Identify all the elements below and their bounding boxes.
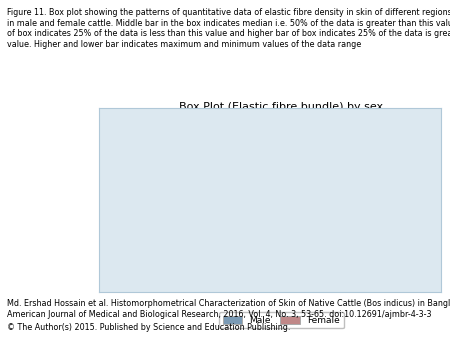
PathPatch shape bbox=[168, 182, 248, 239]
Text: Figure 11. Box plot showing the patterns of quantitative data of elastic fibre d: Figure 11. Box plot showing the patterns… bbox=[7, 8, 450, 49]
Legend: Male, Female: Male, Female bbox=[219, 312, 344, 329]
Text: © The Author(s) 2015. Published by Science and Education Publishing.: © The Author(s) 2015. Published by Scien… bbox=[7, 323, 290, 332]
Title: Box Plot (Elastic fibre bundle) by sex: Box Plot (Elastic fibre bundle) by sex bbox=[179, 102, 383, 112]
Text: Md. Ershad Hossain et al. Histomorphometrical Characterization of Skin of Native: Md. Ershad Hossain et al. Histomorphomet… bbox=[7, 299, 450, 318]
PathPatch shape bbox=[314, 201, 395, 248]
Y-axis label: Density of elastic fibre bundle/ mm2: Density of elastic fibre bundle/ mm2 bbox=[105, 131, 114, 271]
